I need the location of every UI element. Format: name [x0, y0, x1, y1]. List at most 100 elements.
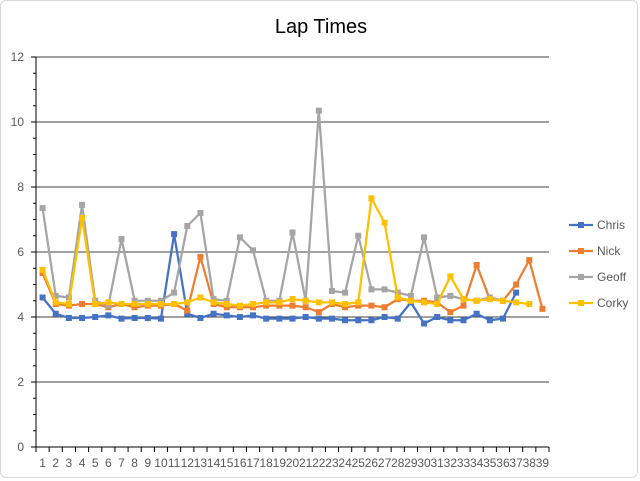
data-point-nick: [79, 301, 86, 307]
data-point-chris: [302, 314, 309, 320]
data-point-nick: [526, 257, 533, 264]
data-point-geoff: [184, 223, 191, 229]
data-point-nick: [539, 305, 546, 312]
data-point-nick: [447, 309, 454, 316]
y-tick-label: 6: [17, 245, 24, 259]
data-point-geoff: [250, 247, 257, 254]
data-point-corky: [171, 301, 178, 307]
x-tick-label: 32: [444, 456, 458, 470]
data-point-chris: [473, 310, 480, 317]
data-point-nick: [184, 307, 191, 314]
series-corky: [39, 195, 533, 309]
data-point-geoff: [118, 236, 125, 242]
series-chris: [39, 231, 520, 327]
data-point-corky: [526, 301, 533, 307]
data-point-geoff: [421, 234, 428, 241]
y-tick-label: 2: [17, 375, 24, 389]
data-point-chris: [315, 315, 322, 322]
data-point-chris: [460, 317, 467, 324]
y-tick-label: 0: [17, 440, 24, 454]
y-tick-label: 4: [17, 310, 24, 324]
data-point-geoff: [105, 302, 112, 309]
legend-entry-nick: Nick: [569, 244, 621, 258]
data-point-nick: [381, 304, 388, 311]
data-point-geoff: [79, 201, 86, 208]
x-tick-label: 13: [194, 456, 208, 470]
data-point-nick: [276, 302, 283, 309]
data-point-chris: [131, 314, 138, 321]
data-point-chris: [263, 315, 270, 322]
gridlines: [36, 56, 549, 383]
data-point-geoff: [315, 107, 322, 114]
y-tick-label: 12: [11, 50, 25, 64]
data-point-geoff: [289, 229, 296, 236]
x-tick-label: 8: [131, 456, 138, 470]
x-tick-label: 25: [352, 456, 366, 470]
data-point-corky: [118, 301, 125, 307]
data-point-corky: [486, 296, 493, 303]
data-point-nick: [223, 304, 230, 311]
data-point-corky: [315, 299, 322, 306]
x-tick-label: 27: [378, 456, 392, 470]
data-point-geoff: [368, 286, 375, 293]
x-tick-label: 12: [181, 456, 195, 470]
data-point-nick: [250, 304, 257, 311]
data-point-corky: [105, 299, 112, 306]
data-point-nick: [473, 262, 480, 268]
data-point-nick: [302, 304, 309, 311]
x-tick-label: 15: [220, 456, 234, 470]
data-point-chris: [486, 317, 493, 324]
data-point-chris: [328, 315, 335, 322]
data-point-chris: [342, 317, 349, 324]
data-point-corky: [355, 299, 362, 306]
x-tick-label: 22: [312, 456, 326, 470]
y-tick-label: 8: [17, 180, 24, 194]
x-tick-label: 11: [168, 456, 181, 470]
data-point-corky: [342, 301, 349, 307]
data-point-chris: [276, 315, 283, 322]
data-point-corky: [499, 297, 506, 304]
data-point-corky: [144, 301, 151, 307]
data-point-chris: [118, 315, 125, 322]
data-point-corky: [65, 301, 72, 307]
data-point-geoff: [328, 288, 335, 294]
x-tick-label: 18: [260, 456, 274, 470]
data-point-corky: [473, 297, 480, 304]
data-point-corky: [447, 273, 454, 280]
x-tick-label: 23: [325, 456, 339, 470]
chart-title: Lap Times: [275, 16, 367, 38]
legend-marker: [578, 222, 584, 228]
data-point-corky: [434, 301, 441, 307]
data-point-corky: [381, 219, 388, 226]
data-point-chris: [499, 315, 506, 322]
data-point-chris: [144, 314, 151, 321]
data-point-chris: [289, 315, 296, 322]
data-point-chris: [236, 314, 243, 320]
data-point-corky: [92, 301, 99, 307]
x-tick-label: 33: [457, 456, 471, 470]
data-point-corky: [394, 294, 401, 301]
data-point-chris: [197, 314, 204, 321]
data-point-chris: [421, 320, 428, 327]
data-point-chris: [92, 314, 99, 320]
data-point-chris: [355, 317, 362, 324]
data-point-corky: [79, 214, 86, 221]
data-point-corky: [460, 296, 467, 303]
data-point-geoff: [157, 297, 164, 304]
data-point-geoff: [355, 232, 362, 239]
legend-label: Corky: [597, 296, 628, 310]
data-point-geoff: [131, 297, 138, 304]
x-tick-label: 10: [154, 456, 168, 470]
x-tick-label: 31: [431, 456, 445, 470]
legend-label: Chris: [597, 218, 625, 232]
x-tick-label: 3: [66, 456, 73, 470]
data-point-corky: [328, 299, 335, 306]
data-point-chris: [157, 315, 164, 322]
data-point-chris: [39, 294, 46, 301]
data-point-nick: [315, 309, 322, 316]
data-point-geoff: [144, 297, 151, 304]
data-point-geoff: [39, 205, 46, 212]
x-tick-label: 19: [273, 456, 287, 470]
